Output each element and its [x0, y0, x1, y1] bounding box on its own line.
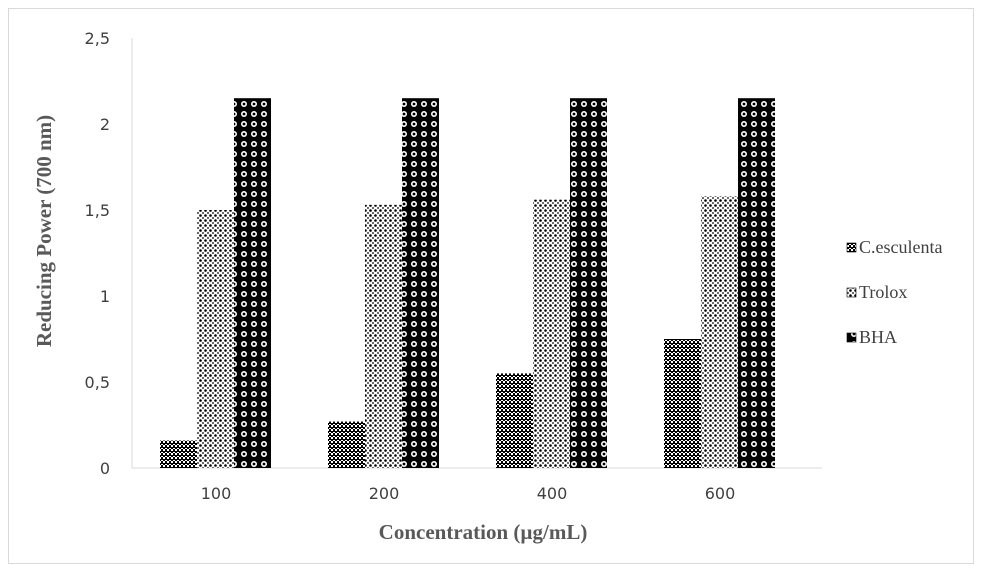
- chart-frame: Reducing Power (700 nm) Concentration (µ…: [8, 8, 974, 564]
- bar-c-esculenta: [160, 440, 197, 468]
- y-axis-title: Reducing Power (700 nm): [32, 115, 56, 347]
- x-tick-label: 600: [705, 484, 736, 503]
- legend-swatch: [846, 287, 857, 298]
- bar-trolox: [533, 199, 570, 468]
- legend-swatch: [846, 332, 857, 343]
- y-tick-label: 1,5: [85, 201, 110, 220]
- bar-bha: [570, 98, 607, 468]
- y-tick-label: 0,5: [85, 373, 110, 392]
- bar-bha: [738, 98, 775, 468]
- bar-bha: [234, 98, 271, 468]
- bar-trolox: [701, 196, 738, 469]
- y-tick-label: 2: [100, 115, 110, 134]
- legend: C.esculenta Trolox BHA: [846, 237, 942, 347]
- y-tick-label: 2,5: [85, 29, 110, 48]
- legend-label: Trolox: [859, 282, 907, 302]
- bar-chart: Reducing Power (700 nm) Concentration (µ…: [32, 29, 942, 544]
- bar-c-esculenta: [664, 339, 701, 468]
- bar-c-esculenta: [328, 421, 365, 468]
- x-tick-label: 200: [369, 484, 400, 503]
- legend-swatch: [846, 242, 857, 253]
- x-tick-label: 400: [537, 484, 568, 503]
- bar-c-esculenta: [496, 373, 533, 468]
- legend-label: C.esculenta: [859, 237, 942, 257]
- legend-label: BHA: [859, 327, 897, 347]
- bar-trolox: [365, 204, 402, 468]
- x-tick-label: 100: [201, 484, 232, 503]
- bar-bha: [402, 98, 439, 468]
- x-axis-title: Concentration (µg/mL): [379, 520, 588, 544]
- y-tick-label: 0: [100, 459, 110, 478]
- plot-area: 0 0,5 1 1,5 2 2,5 100 200 400 600: [85, 29, 822, 503]
- bar-trolox: [197, 210, 234, 468]
- y-tick-label: 1: [100, 287, 110, 306]
